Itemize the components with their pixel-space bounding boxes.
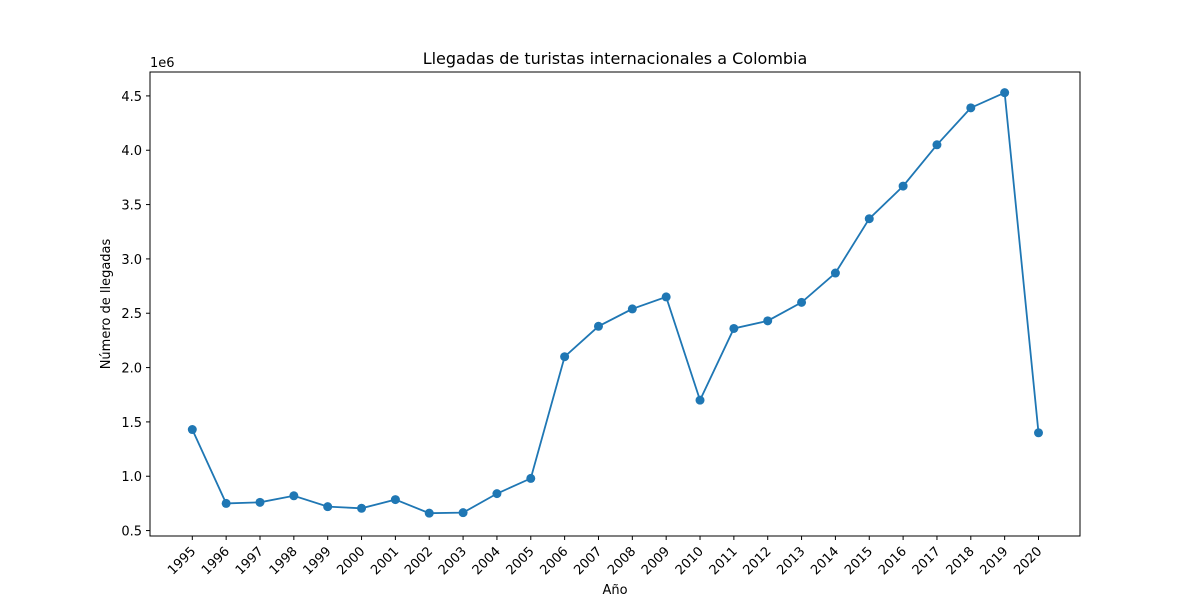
data-point [695,395,705,405]
data-point [255,497,265,507]
y-tick-label: 3.5 [121,199,142,214]
chart-title: Llegadas de turistas internacionales a C… [423,49,808,68]
data-point [729,323,739,333]
data-point [661,292,671,302]
data-point [424,508,434,518]
y-tick-label: 0.5 [121,525,142,540]
y-tick-label: 1.5 [121,416,142,431]
y-tick-label: 4.0 [121,144,142,159]
data-point [966,103,976,113]
y-tick-label: 3.0 [121,253,142,268]
y-offset-label: 1e6 [150,56,175,71]
data-point [390,495,400,505]
data-point [560,352,570,362]
data-point [797,297,807,307]
data-point [323,502,333,512]
y-tick-label: 1.0 [121,470,142,485]
y-tick-label: 2.5 [121,307,142,322]
data-point [898,181,908,191]
data-point [864,214,874,224]
data-point [593,321,603,331]
y-axis-ticks: 0.5 1.0 1.5 2.0 2.5 3.0 3.5 4.0 4.5 [121,90,150,540]
data-point [492,489,502,499]
y-tick-label: 2.0 [121,362,142,377]
plot-frame [149,71,1081,537]
data-point [1034,428,1043,438]
data-point [526,473,536,483]
data-point [357,503,367,513]
y-tick-label: 4.5 [121,90,142,105]
series-line [191,91,1040,515]
x-axis-label: Año [602,583,627,598]
data-point [289,491,299,501]
data-point [458,508,468,518]
data-point [932,140,942,150]
data-point [221,498,231,508]
y-axis-label: Número de llegadas [99,238,114,369]
data-point [830,268,840,278]
series-markers [187,88,1043,518]
data-point [627,304,637,314]
data-point [763,316,773,326]
data-point [187,425,197,435]
data-point [1000,88,1010,98]
